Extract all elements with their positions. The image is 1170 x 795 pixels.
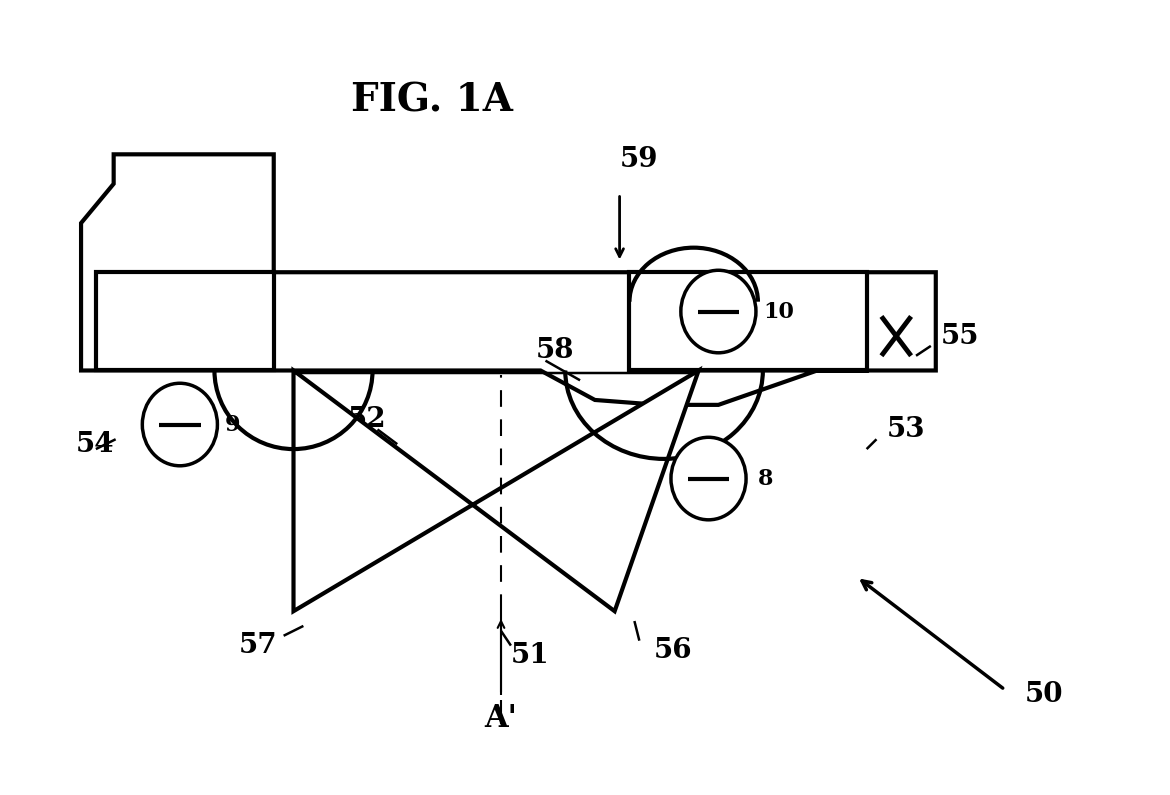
Polygon shape xyxy=(629,272,867,370)
Ellipse shape xyxy=(143,383,218,466)
Text: 59: 59 xyxy=(620,145,658,173)
Text: 58: 58 xyxy=(536,337,574,364)
Text: 51: 51 xyxy=(511,642,550,669)
Polygon shape xyxy=(96,272,274,370)
Text: 10: 10 xyxy=(763,301,793,323)
Text: FIG. 1A: FIG. 1A xyxy=(351,81,512,119)
Text: 55: 55 xyxy=(941,323,979,350)
Polygon shape xyxy=(294,370,698,611)
Text: A': A' xyxy=(484,703,517,734)
Text: 52: 52 xyxy=(347,406,386,433)
Text: 57: 57 xyxy=(239,632,277,659)
Text: 50: 50 xyxy=(1025,681,1064,708)
Polygon shape xyxy=(81,154,936,405)
Text: 56: 56 xyxy=(654,637,693,664)
Ellipse shape xyxy=(681,270,756,353)
Ellipse shape xyxy=(670,437,746,520)
Text: 53: 53 xyxy=(887,416,924,443)
Text: 8: 8 xyxy=(758,467,773,490)
Text: 54: 54 xyxy=(76,431,115,458)
Text: 9: 9 xyxy=(225,413,240,436)
